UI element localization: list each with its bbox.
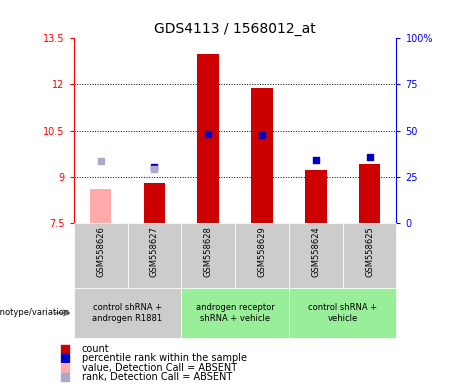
Bar [289, 223, 343, 288]
Point [61, 346, 68, 352]
Point [151, 166, 158, 172]
Bar [251, 88, 273, 223]
Bar [359, 164, 380, 223]
Bar [305, 170, 326, 223]
Bar [144, 183, 165, 223]
Point [205, 131, 212, 137]
Text: GSM558626: GSM558626 [96, 226, 105, 277]
Bar [74, 223, 128, 288]
Text: GSM558629: GSM558629 [258, 226, 266, 277]
Bar [197, 54, 219, 223]
Point [258, 132, 266, 138]
Bar [181, 223, 235, 288]
Point [97, 158, 104, 164]
Text: count: count [82, 344, 109, 354]
Point [61, 355, 68, 361]
Title: GDS4113 / 1568012_at: GDS4113 / 1568012_at [154, 22, 316, 36]
Text: GSM558625: GSM558625 [365, 226, 374, 277]
Text: control shRNA +
androgen R1881: control shRNA + androgen R1881 [93, 303, 163, 323]
Text: GSM558624: GSM558624 [311, 226, 320, 277]
Text: GSM558627: GSM558627 [150, 226, 159, 277]
Bar [128, 223, 181, 288]
Point [366, 154, 373, 160]
Point [61, 374, 68, 381]
Bar [90, 189, 112, 223]
Text: genotype/variation: genotype/variation [0, 308, 69, 318]
Bar [343, 223, 396, 288]
Point [151, 164, 158, 170]
Text: androgen receptor
shRNA + vehicle: androgen receptor shRNA + vehicle [196, 303, 274, 323]
Text: GSM558628: GSM558628 [204, 226, 213, 277]
Bar [289, 288, 396, 338]
Bar [74, 288, 181, 338]
Text: rank, Detection Call = ABSENT: rank, Detection Call = ABSENT [82, 372, 232, 382]
Text: control shRNA +
vehicle: control shRNA + vehicle [308, 303, 377, 323]
Bar [181, 288, 289, 338]
Text: percentile rank within the sample: percentile rank within the sample [82, 353, 247, 363]
Text: value, Detection Call = ABSENT: value, Detection Call = ABSENT [82, 363, 237, 373]
Point [312, 157, 319, 163]
Bar [235, 223, 289, 288]
Point [61, 365, 68, 371]
